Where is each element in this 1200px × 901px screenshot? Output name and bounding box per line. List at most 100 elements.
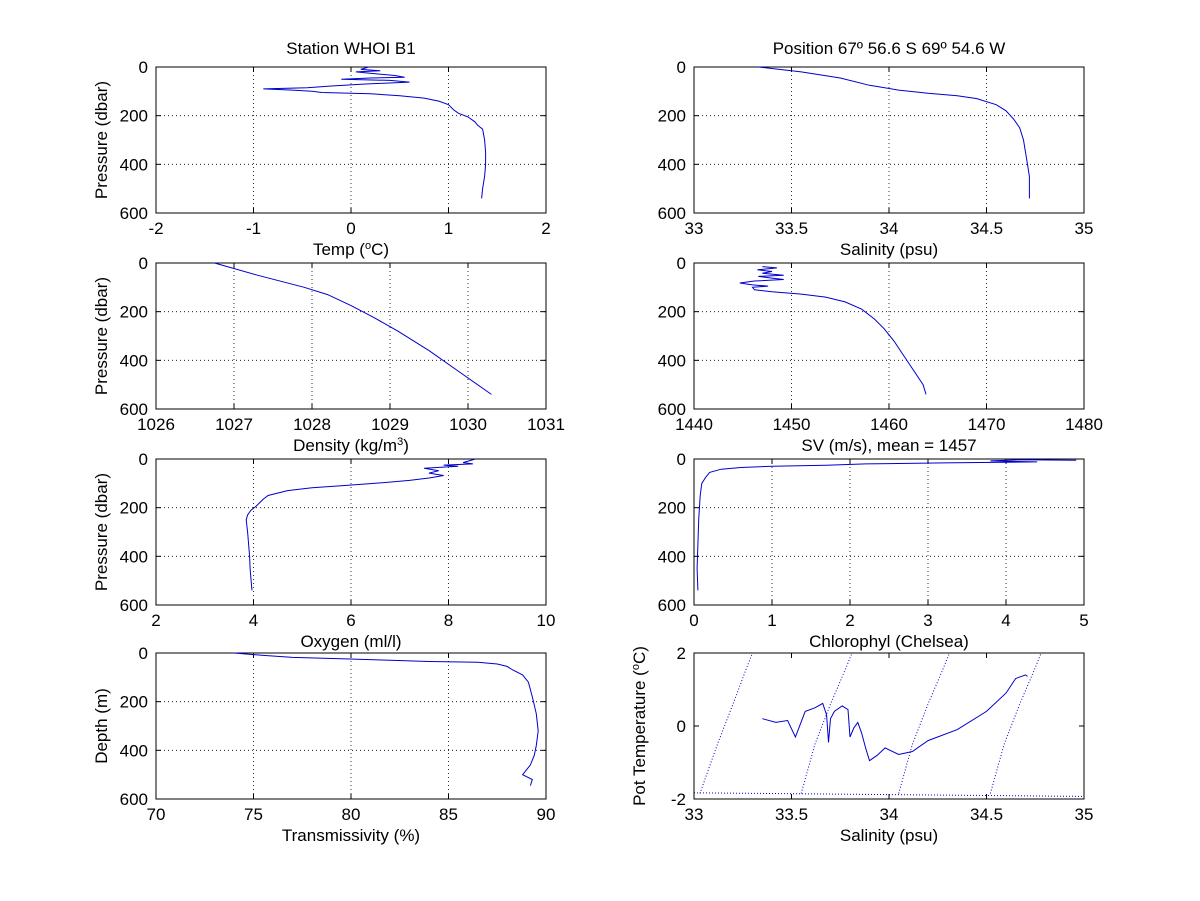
x-tick-label: 1026: [137, 415, 175, 434]
x-tick-label: -2: [148, 219, 163, 238]
x-tick-label: 0: [346, 219, 355, 238]
x-tick-label: 33: [685, 219, 704, 238]
y-axis-label: Pressure (dbar): [92, 473, 111, 591]
y-axis-label: Pressure (dbar): [92, 277, 111, 395]
x-tick-label: 33: [685, 805, 704, 824]
x-tick-label: 70: [147, 805, 166, 824]
chart-panel-1: -2 -1 0 1 2 0 200 400 600 Station WHOI B1 Temp (oC…: [92, 39, 551, 259]
x-axis-label: Transmissivity (%): [282, 826, 420, 845]
y-tick-label: 200: [658, 499, 686, 518]
y-tick-label: 200: [120, 107, 148, 126]
series-line: [214, 262, 492, 395]
x-tick-label: 85: [439, 805, 458, 824]
x-tick-label: 1470: [968, 415, 1006, 434]
y-tick-label: -2: [671, 790, 686, 809]
x-axis-label: Chlorophyl (Chelsea): [809, 632, 969, 651]
x-tick-label: 1028: [293, 415, 331, 434]
y-tick-label: 400: [658, 351, 686, 370]
x-tick-label: 35: [1075, 219, 1094, 238]
isopycnal-line: [898, 652, 950, 794]
y-tick-label: 400: [658, 155, 686, 174]
y-tick-label: 600: [658, 400, 686, 419]
series-line: [263, 66, 487, 199]
x-tick-label: 1030: [449, 415, 487, 434]
x-tick-label: 1029: [371, 415, 409, 434]
x-axis-label: Temp (oC): [313, 240, 389, 259]
x-tick-label: 33.5: [775, 219, 808, 238]
x-tick-label: 75: [244, 805, 263, 824]
series-line: [233, 652, 539, 786]
x-tick-label: 4: [249, 611, 258, 630]
y-axis-label: Pot Temperature (oC): [630, 646, 649, 806]
x-tick-label: 0: [689, 611, 698, 630]
plot-area: [155, 262, 547, 410]
series-line: [245, 458, 476, 591]
y-tick-label: 600: [658, 204, 686, 223]
isopycnal-line: [699, 652, 753, 794]
chart-panel-6: 0 1 2 3 4 5 0 200 400 600 Chlorophyl (Chelsea): [658, 450, 1089, 651]
x-tick-label: 34: [880, 219, 899, 238]
y-tick-label: 400: [120, 741, 148, 760]
y-tick-label: 2: [677, 644, 686, 663]
y-tick-label: 200: [120, 499, 148, 518]
y-tick-label: 400: [120, 547, 148, 566]
x-tick-label: 34: [880, 805, 899, 824]
isopycnal-line: [800, 652, 853, 794]
x-tick-label: 1027: [215, 415, 253, 434]
chart-title: Position 67º 56.6 S 69º 54.6 W: [773, 39, 1006, 58]
x-tick-label: 5: [1079, 611, 1088, 630]
x-tick-label: 34.5: [970, 219, 1003, 238]
x-tick-label: 3: [923, 611, 932, 630]
y-tick-label: 400: [658, 547, 686, 566]
isopycnal-line: [989, 652, 1042, 794]
x-tick-label: 35: [1075, 805, 1094, 824]
x-tick-label: 8: [444, 611, 453, 630]
x-tick-label: 2: [151, 611, 160, 630]
x-tick-label: -1: [246, 219, 261, 238]
x-tick-label: 1460: [870, 415, 908, 434]
x-axis-label: Oxygen (ml/l): [300, 632, 401, 651]
x-tick-label: 4: [1001, 611, 1010, 630]
series-line: [758, 66, 1030, 199]
y-tick-label: 200: [120, 303, 148, 322]
chart-panel-5: 2 4 6 8 10 0 200 400 600 Oxygen (ml/l) Pressure (d…: [92, 450, 555, 651]
y-tick-label: 200: [658, 303, 686, 322]
y-tick-label: 600: [120, 790, 148, 809]
x-tick-label: 80: [342, 805, 361, 824]
y-tick-label: 0: [677, 58, 686, 77]
x-tick-label: 90: [537, 805, 556, 824]
x-tick-label: 1450: [773, 415, 811, 434]
x-tick-label: 33.5: [775, 805, 808, 824]
chart-panel-7: 70 75 80 85 90 0 200 400 600 Transmissivity (%) De…: [92, 644, 555, 845]
y-tick-label: 0: [677, 717, 686, 736]
x-tick-label: 2: [541, 219, 550, 238]
x-tick-label: 1440: [675, 415, 713, 434]
chart-title: Station WHOI B1: [286, 39, 415, 58]
x-axis-label: Density (kg/m3): [293, 436, 409, 455]
x-tick-label: 1480: [1065, 415, 1103, 434]
y-tick-label: 600: [120, 400, 148, 419]
x-tick-label: 1031: [527, 415, 565, 434]
x-axis-label: Salinity (psu): [840, 826, 938, 845]
y-tick-label: 400: [120, 155, 148, 174]
x-tick-label: 2: [845, 611, 854, 630]
y-tick-label: 0: [139, 644, 148, 663]
y-tick-label: 400: [120, 351, 148, 370]
chart-panel-3: 1026 1027 1028 1029 1030 1031 0 200 400 600 Densit…: [92, 254, 565, 455]
y-tick-label: 600: [658, 596, 686, 615]
chart-panel-2: 33 33.5 34 34.5 35 0 200 400 600 Position 67º 56.…: [658, 39, 1094, 259]
series-line: [696, 459, 1077, 591]
x-axis-label: SV (m/s), mean = 1457: [801, 436, 976, 455]
y-tick-label: 0: [139, 58, 148, 77]
y-tick-label: 200: [120, 693, 148, 712]
x-tick-label: 6: [346, 611, 355, 630]
x-tick-label: 1: [444, 219, 453, 238]
y-tick-label: 600: [120, 596, 148, 615]
x-tick-label: 10: [537, 611, 556, 630]
y-tick-label: 0: [139, 450, 148, 469]
chart-panel-4: 1440 1450 1460 1470 1480 0 200 400 600 SV (m/s), …: [658, 254, 1103, 455]
x-tick-label: 1: [767, 611, 776, 630]
chart-panel-8: 33 33.5 34 34.5 35 -2 0 2 Salinity (psu) Pot Temp…: [630, 644, 1093, 845]
y-tick-label: 0: [677, 254, 686, 273]
